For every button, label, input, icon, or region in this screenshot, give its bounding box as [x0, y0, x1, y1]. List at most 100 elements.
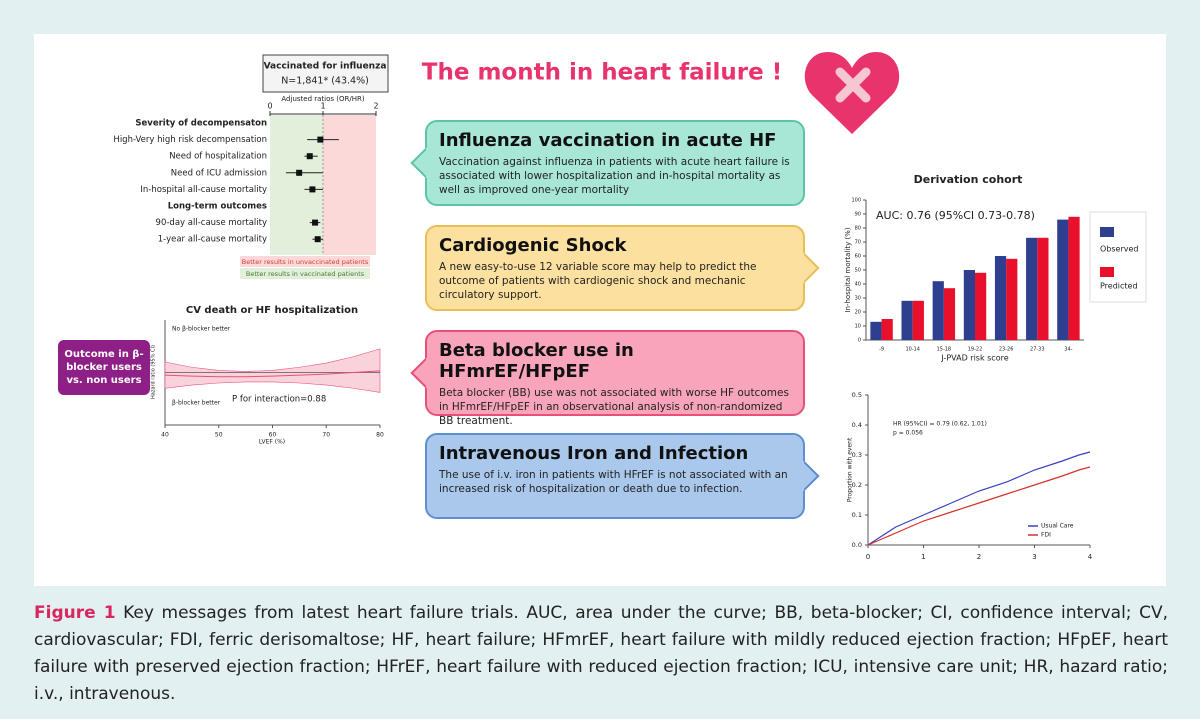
y-tick-label: 0: [858, 338, 861, 344]
y-tick-label: 60: [855, 254, 861, 260]
y-tick-label: 50: [855, 268, 861, 274]
panel-text: The use of i.v. iron in patients with HF…: [439, 469, 788, 495]
legend-swatch: [1100, 267, 1114, 277]
legend-box: [240, 268, 370, 279]
y-tick-label: 90: [855, 212, 861, 218]
y-tick-label: 100: [851, 198, 861, 204]
y-tick-label: 40: [855, 282, 861, 288]
bar: [1026, 237, 1038, 340]
bar: [1037, 237, 1049, 340]
x-tick-label: 1: [320, 102, 325, 111]
x-tick-label: 0: [267, 102, 272, 111]
row-label: Need of hospitalization: [169, 152, 267, 162]
estimate: [314, 236, 321, 243]
row-label: High-Very high risk decompensation: [113, 135, 267, 145]
annotation: AUC: 0.76 (95%CI 0.73-0.78): [876, 209, 1035, 222]
annotation: P for interaction=0.88: [232, 395, 326, 405]
legend-frame: [1089, 211, 1147, 303]
y-tick-label: 0.3: [852, 451, 862, 459]
legend-label: Predicted: [1100, 282, 1138, 291]
message-panel: Beta blocker use in HFmrEF/HFpEF Beta blo…: [410, 330, 805, 427]
x-tick-label: 15-18: [937, 347, 952, 353]
favor-unvaccinated-zone: [323, 115, 376, 255]
x-tick-label: 80: [376, 432, 384, 439]
legend-box: [240, 256, 370, 267]
legend-label: Observed: [1100, 245, 1139, 254]
bar: [943, 288, 956, 340]
x-tick-label: 40: [161, 432, 169, 439]
x-tick-label: 0: [866, 553, 870, 561]
bar: [1057, 219, 1069, 340]
x-axis-label: LVEF (%): [259, 439, 285, 446]
x-tick-label: 70: [322, 432, 330, 439]
y-tick-label: 0.0: [852, 541, 862, 549]
panel-text: Beta blocker (BB) use was not associated…: [439, 387, 789, 427]
y-axis-label: In-hospital mortality (%): [844, 227, 852, 312]
message-panel: Cardiogenic Shock A new easy-to-use 12 va…: [425, 225, 820, 311]
y-tick-label: 0.2: [852, 481, 862, 489]
bar: [932, 281, 944, 340]
x-tick-label: 34-: [1064, 347, 1072, 353]
panel-text: Vaccination against influenza in patient…: [439, 156, 790, 196]
x-tick-label: 50: [215, 432, 223, 439]
event-curve: [867, 451, 1091, 546]
estimate: [317, 136, 324, 143]
bar: [1068, 216, 1080, 340]
title-box: [262, 54, 389, 93]
y-tick-label: 10: [855, 324, 861, 330]
legend-label: Better results in vaccinated patients: [246, 270, 365, 278]
y-tick-label: 80: [855, 226, 861, 232]
row-header: Long-term outcomes: [168, 202, 267, 212]
annotation: p = 0.056: [893, 430, 923, 437]
favor-vaccinated-zone: [270, 115, 323, 255]
y-tick-label: 0.4: [852, 421, 862, 429]
y-axis-label: Hazard ratio (95% CI): [151, 345, 157, 399]
bar: [901, 300, 913, 340]
panel-heading: Influenza vaccination in acute HF: [439, 130, 777, 151]
y-axis-label: Proportion with event: [847, 437, 854, 502]
row-label: Need of ICU admission: [171, 168, 267, 178]
band-title: CV death or HF hospitalization: [186, 305, 358, 316]
panel-text: A new easy-to-use 12 variable score may …: [439, 261, 757, 301]
row-header: Severity of decompensaton: [135, 119, 267, 129]
x-tick-label: 4: [1088, 553, 1093, 561]
hazard-line: [164, 370, 381, 378]
legend-label: Usual Care: [1041, 523, 1074, 530]
y-tick-label: 0.1: [852, 511, 862, 519]
caption-text: Key messages from latest heart failure t…: [34, 603, 1169, 704]
panel-heading: Cardiogenic Shock: [439, 235, 627, 256]
x-tick-label: -9: [879, 347, 884, 353]
bar: [963, 270, 975, 340]
bar-title: Derivation cohort: [914, 173, 1023, 186]
forest-subtitle: N=1,841* (43.4%): [281, 76, 369, 87]
x-tick-label: 3: [1032, 553, 1036, 561]
row-label: In-hospital all-cause mortality: [140, 185, 267, 195]
bar: [1006, 258, 1018, 340]
event-curve: [867, 466, 1091, 546]
y-tick-label: 20: [855, 310, 861, 316]
x-tick-label: 2: [977, 553, 981, 561]
row-label: 90-day all-cause mortality: [156, 218, 267, 228]
bar: [912, 300, 924, 340]
panel-heading: Intravenous Iron and Infection: [439, 443, 749, 464]
message-panel: Intravenous Iron and Infection The use of…: [425, 433, 820, 519]
bar: [881, 319, 893, 340]
panel-heading: Beta blocker use in HFmrEF/HFpEF: [439, 340, 634, 382]
estimate: [309, 186, 316, 193]
bar: [994, 256, 1007, 340]
bar: [870, 321, 882, 340]
estimate: [312, 219, 319, 226]
annotation: No β-blocker better: [172, 326, 231, 333]
y-tick-label: 70: [855, 240, 861, 246]
title: The month in heart failure !: [422, 60, 782, 86]
x-tick-label: 2: [373, 102, 378, 111]
bar: [975, 272, 987, 340]
legend-label: Better results in unvaccinated patients: [242, 258, 369, 266]
confidence-band: [164, 348, 381, 393]
x-tick-label: 27-33: [1030, 347, 1045, 353]
legend-swatch: [1100, 227, 1114, 237]
forest-title: Vaccinated for influenza: [264, 62, 387, 72]
heart-icon: [804, 52, 900, 134]
